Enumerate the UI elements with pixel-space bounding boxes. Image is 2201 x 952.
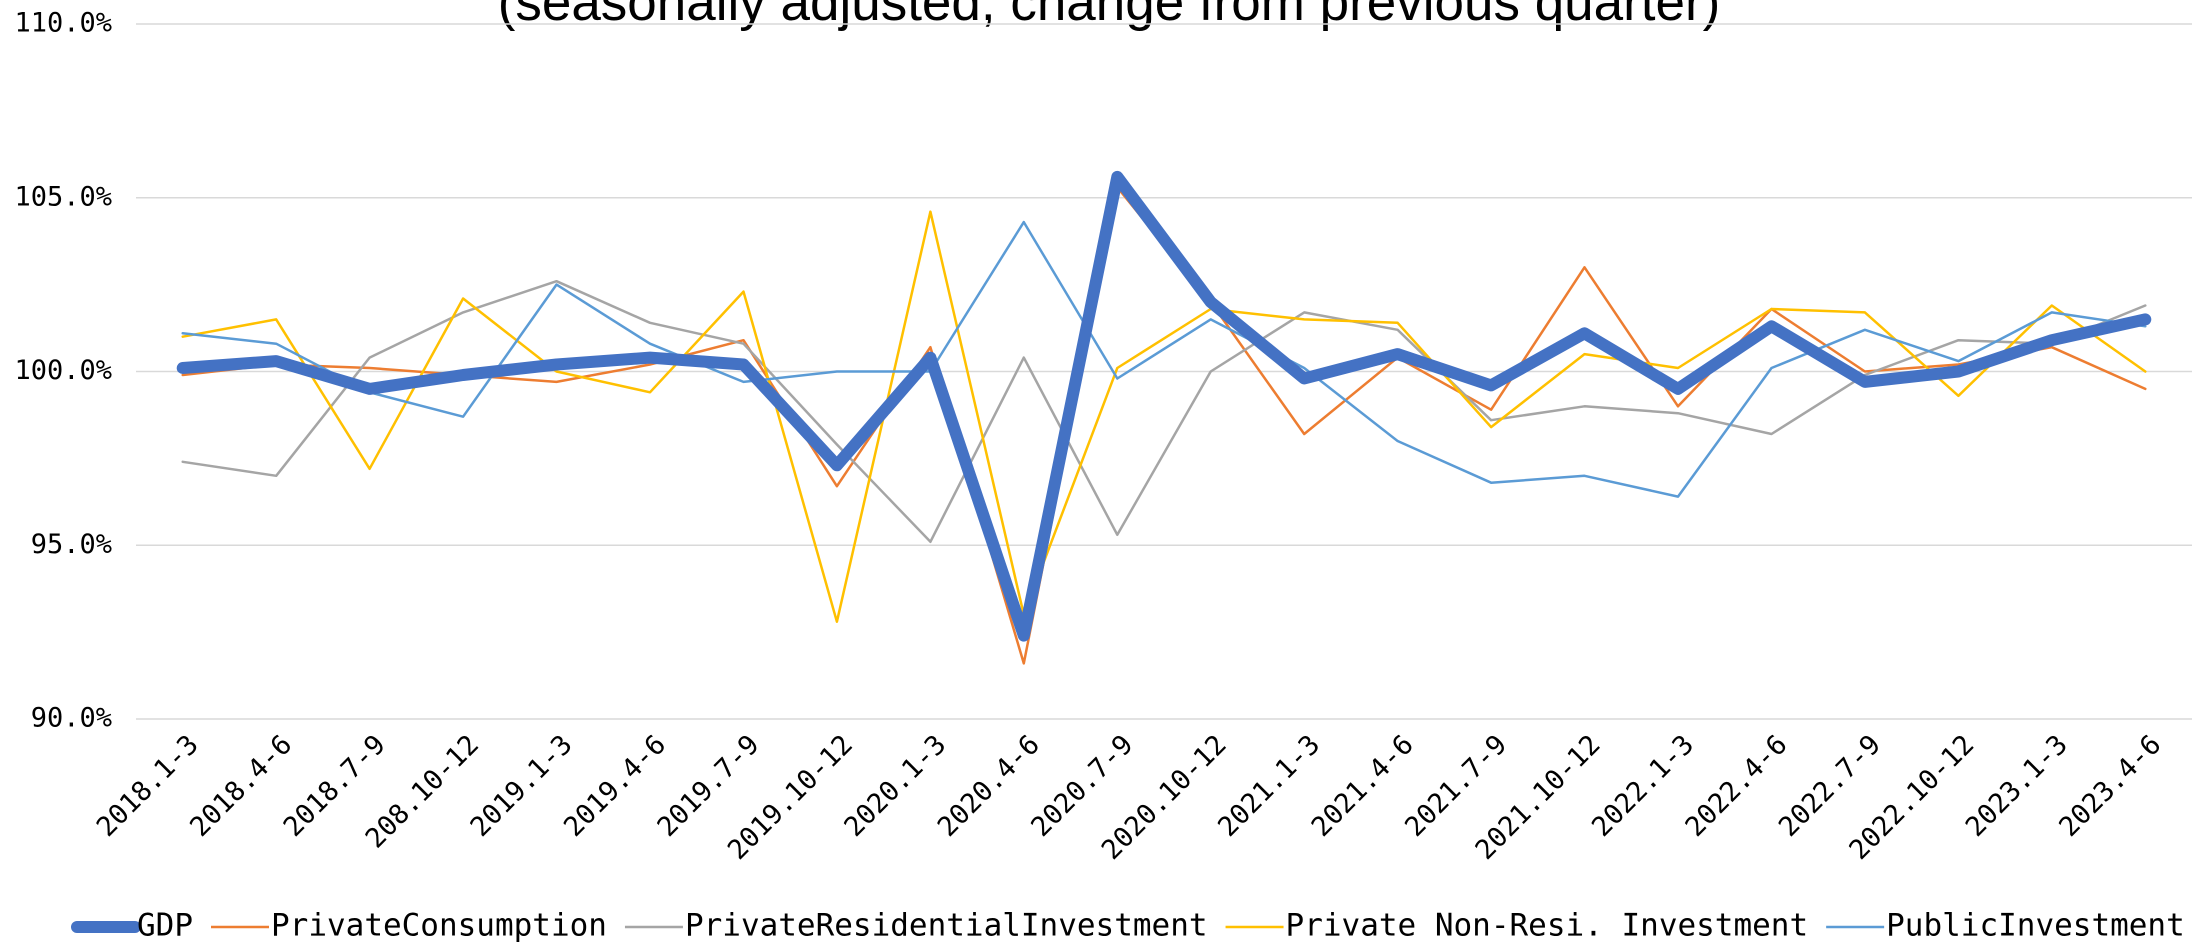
series-line [176,170,2152,642]
x-tick-label: 2020.4-6 [932,729,1046,843]
x-tick-label: 2020.1-3 [839,729,953,843]
legend-label: PrivateResidentialInvestment [685,908,1208,944]
x-tick-label: 2023.4-6 [2053,729,2167,843]
y-tick-label: 90.0% [31,703,112,734]
x-tick-label: 2019.1-3 [465,729,579,843]
series-line [181,210,2147,623]
series-line [181,279,2147,544]
legend-label: GDP [137,908,193,944]
x-tick-label: 2019.4-6 [558,729,672,843]
x-tick-label: 2023.1-3 [1960,729,2074,843]
legend-label: PrivateConsumption [271,908,607,944]
y-tick-label: 100.0% [14,355,112,386]
y-tick-label: 105.0% [14,181,112,212]
x-tick-label: 2021.1-3 [1212,729,1326,843]
x-tick-label: 2021.4-6 [1306,729,1420,843]
x-tick-label: 2022.1-3 [1586,729,1700,843]
y-tick-label: 95.0% [31,529,112,560]
y-tick-label: 110.0% [14,8,112,39]
x-tick-label: 2018.4-6 [184,729,298,843]
legend-label: PublicInvestment [1886,908,2185,944]
series-line [181,186,2147,665]
chart-subtitle: (seasonally adjusted, change from previo… [498,0,1721,32]
x-tick-label: 2022.4-6 [1680,729,1794,843]
x-tick-label: 2018.1-3 [91,729,205,843]
legend-label: Private Non-Resi. Investment [1286,908,1809,944]
